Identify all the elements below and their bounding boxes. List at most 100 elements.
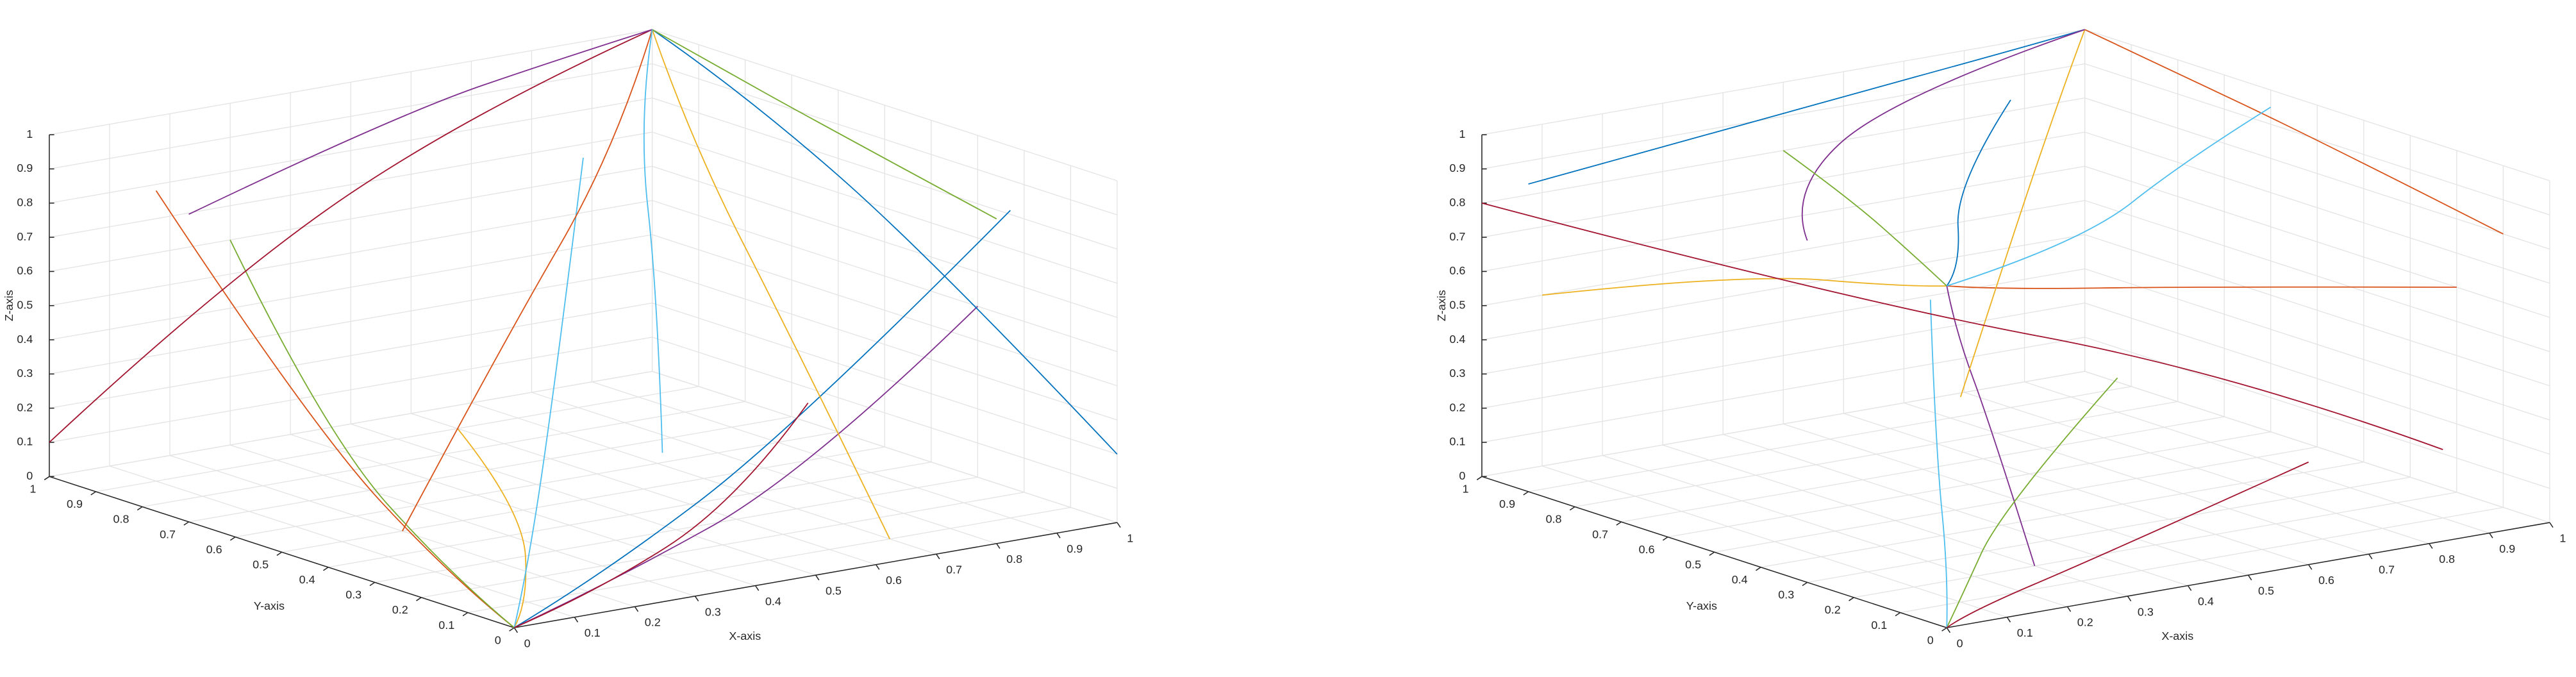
tick-mark xyxy=(462,612,469,617)
trajectory xyxy=(2084,29,2504,235)
y-tick-label: 0.9 xyxy=(67,497,83,510)
grid-line xyxy=(1481,131,2085,238)
tick-mark xyxy=(815,574,820,581)
y-tick-label: 0.8 xyxy=(1546,513,1562,526)
y-tick-label: 0.4 xyxy=(299,573,315,586)
tick-mark xyxy=(90,491,96,496)
grid-line xyxy=(652,268,1118,421)
tick-mark xyxy=(513,627,519,633)
x-tick-label: 0.1 xyxy=(585,626,601,639)
z-tick-label: 0.9 xyxy=(17,162,33,174)
grid-line xyxy=(2084,131,2550,284)
tick-mark xyxy=(2429,543,2433,549)
tick-mark xyxy=(754,585,760,591)
z-tick-label: 0.6 xyxy=(17,264,33,277)
tick-mark xyxy=(183,521,189,526)
grid-line xyxy=(2084,63,2550,215)
x-tick-label: 0.9 xyxy=(1067,542,1083,555)
x-tick-label: 0.5 xyxy=(826,584,842,597)
grid-line xyxy=(1761,462,2364,568)
z-tick-label: 0.2 xyxy=(1449,401,1465,414)
z-tick-label: 0.4 xyxy=(17,333,33,346)
x-tick-label: 0.4 xyxy=(765,595,781,608)
z-tick-label: 1 xyxy=(26,128,33,140)
grid-line xyxy=(1481,268,2085,374)
trajectory xyxy=(652,29,1118,455)
tick-mark xyxy=(2187,585,2192,591)
tick-mark xyxy=(2247,574,2252,581)
z-tick-label: 0 xyxy=(26,469,33,482)
z-tick-label: 0.7 xyxy=(17,230,33,243)
y-tick-label: 0 xyxy=(1927,633,1934,646)
x-tick-label: 0.6 xyxy=(2318,574,2334,587)
trajectory xyxy=(1481,202,2443,451)
grid-line xyxy=(1621,416,2225,522)
y-tick-label: 0.6 xyxy=(1639,543,1655,556)
x-tick-label: 1 xyxy=(1127,531,1133,544)
x-tick-label: 0.2 xyxy=(645,616,661,629)
y-tick-label: 0 xyxy=(495,633,501,646)
tick-mark xyxy=(229,536,236,541)
grid-line xyxy=(2084,97,2550,250)
axes: 00.10.20.30.40.50.60.70.80.9100.10.20.30… xyxy=(1435,29,2566,649)
grid-line xyxy=(49,200,652,306)
grid-line xyxy=(1574,401,2178,508)
y-tick-label: 0.3 xyxy=(345,589,361,601)
tick-mark xyxy=(1709,551,1715,556)
tick-mark xyxy=(1946,627,1951,633)
trajectory xyxy=(49,29,652,443)
grid-line xyxy=(652,371,1118,523)
y-axis-label: Y-axis xyxy=(254,599,285,612)
grid-line xyxy=(1481,29,2085,135)
z-tick-label: 0 xyxy=(1459,469,1465,482)
grid-line xyxy=(652,29,1118,181)
trajectory xyxy=(1947,285,2457,289)
y-tick-label: 1 xyxy=(1462,483,1468,496)
tick-mark xyxy=(2006,617,2011,623)
tick-mark xyxy=(369,581,376,587)
y-tick-label: 0.3 xyxy=(1778,589,1794,601)
z-tick-label: 0.8 xyxy=(1449,196,1465,209)
grid-line xyxy=(49,268,652,374)
grid-line xyxy=(2084,165,2550,318)
z-tick-label: 0.5 xyxy=(1449,298,1465,311)
grid-line xyxy=(2084,337,2550,489)
trajectory xyxy=(513,306,978,628)
tick-mark xyxy=(996,543,1001,549)
x-tick-label: 0.5 xyxy=(2258,584,2274,597)
trajectory xyxy=(1541,278,1947,296)
trajectory xyxy=(1959,29,2086,397)
trajectory xyxy=(1946,99,2011,287)
tick-mark xyxy=(416,597,422,601)
x-tick-label: 0.3 xyxy=(2138,605,2154,618)
y-tick-label: 0.5 xyxy=(1685,558,1701,571)
trajectory xyxy=(651,29,891,540)
z-tick-label: 0.2 xyxy=(17,401,33,414)
grid-line xyxy=(1807,476,2411,583)
trajectory xyxy=(643,29,663,453)
trajectory xyxy=(155,190,515,628)
z-tick-label: 0.5 xyxy=(17,298,33,311)
grid-line xyxy=(281,446,885,553)
axes: 00.10.20.30.40.50.60.70.80.9100.10.20.30… xyxy=(3,29,1133,649)
grid-line xyxy=(652,200,1118,353)
x-tick-label: 1 xyxy=(2559,531,2566,544)
y-tick-label: 0.7 xyxy=(160,528,176,540)
y-tick-label: 0.7 xyxy=(1592,528,1608,540)
x-tick-label: 0.8 xyxy=(2439,553,2455,565)
y-tick-label: 0.1 xyxy=(438,619,454,631)
trajectory xyxy=(1947,106,2272,287)
z-axis-label: Z-axis xyxy=(1435,290,1448,321)
grid-line xyxy=(188,416,792,522)
grid-line xyxy=(49,97,652,204)
trajectory xyxy=(1946,377,2118,628)
trajectory xyxy=(1946,461,2309,628)
tick-mark xyxy=(1476,476,1483,481)
x-tick-label: 0 xyxy=(1957,637,1963,649)
y-tick-label: 0.5 xyxy=(253,558,269,571)
tick-mark xyxy=(323,567,329,571)
y-tick-label: 1 xyxy=(29,483,36,496)
tick-mark xyxy=(634,606,639,612)
